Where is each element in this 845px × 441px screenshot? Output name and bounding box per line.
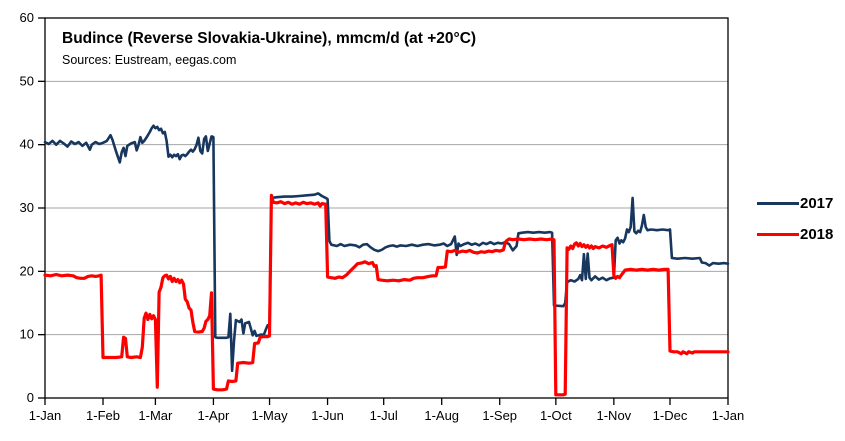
x-tick-label: 1-Mar — [138, 408, 173, 423]
y-tick-label: 20 — [20, 263, 34, 278]
legend-item-2017: 2017 — [757, 193, 833, 214]
x-tick-label: 1-May — [251, 408, 288, 423]
x-tick-label: 1-Aug — [424, 408, 459, 423]
series-line-2018 — [43, 193, 730, 397]
y-tick-label: 0 — [27, 390, 34, 405]
plot-area: 0 10 20 30 40 50 60 1-Jan 1-Feb 1-Mar 1-Apr 1-May 1-… — [20, 10, 745, 423]
series-line-2017 — [43, 124, 730, 373]
x-tick-label: 1-Apr — [198, 408, 230, 423]
legend-item-2018: 2018 — [757, 224, 833, 245]
x-tick-label: 1-Sep — [482, 408, 517, 423]
legend-label-2017: 2017 — [800, 195, 834, 212]
y-tick-label: 30 — [20, 200, 34, 215]
y-tick-label: 40 — [20, 137, 34, 152]
chart-title: Budince (Reverse Slovakia-Ukraine), mmcm… — [62, 30, 476, 47]
x-tick-label: 1-Jan — [29, 408, 62, 423]
x-tick-label: 1-Jun — [311, 408, 344, 423]
legend-line-2018-icon — [757, 233, 799, 236]
legend-line-2017-icon — [757, 202, 799, 205]
y-tick-label: 50 — [20, 73, 34, 88]
y-tick-label: 60 — [20, 10, 34, 25]
legend-label-2018: 2018 — [800, 226, 834, 243]
x-tick-label: 1-Jul — [370, 408, 398, 423]
x-tick-label: 1-Nov — [597, 408, 632, 423]
x-tick-label: 1-Jan — [712, 408, 745, 423]
x-tick-label: 1-Oct — [540, 408, 572, 423]
y-tick-label: 10 — [20, 327, 34, 342]
legend: 2017 2018 — [757, 193, 833, 245]
x-tick-label: 1-Dec — [653, 408, 688, 423]
x-tick-label: 1-Feb — [86, 408, 120, 423]
chart-subtitle: Sources: Eustream, eegas.com — [62, 53, 236, 67]
